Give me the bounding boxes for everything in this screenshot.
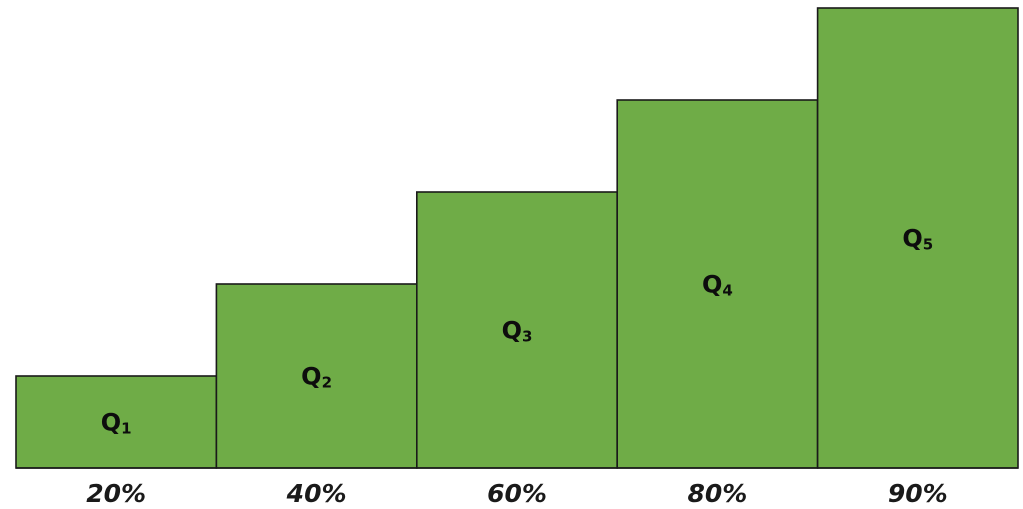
x-tick-label-4: 80% <box>687 479 747 508</box>
bar-label-5: Q5 <box>902 224 933 253</box>
bar-label-subscript: 5 <box>923 235 933 253</box>
bar-label-main: Q <box>902 224 922 252</box>
bar-3 <box>415 191 618 469</box>
x-axis-tick-labels: 20% 40% 60% 80% 90% <box>86 479 947 508</box>
bar-label-4: Q4 <box>702 270 733 299</box>
bar-label-subscript: 3 <box>522 327 532 345</box>
bar-2 <box>215 283 418 469</box>
bar-1 <box>15 375 218 469</box>
x-tick-label-1: 20% <box>86 479 146 508</box>
bar-label-main: Q <box>301 362 321 390</box>
bar-label-subscript: 2 <box>322 373 332 391</box>
bar-label-1: Q1 <box>101 408 132 437</box>
bar-4 <box>616 99 819 469</box>
bar-label-main: Q <box>502 316 522 344</box>
x-tick-label-5: 90% <box>888 479 948 508</box>
bar-label-subscript: 1 <box>121 419 131 437</box>
x-tick-label-2: 40% <box>286 479 347 508</box>
bar-label-3: Q3 <box>502 316 533 345</box>
bar-label-2: Q2 <box>301 362 332 391</box>
x-tick-label-3: 60% <box>487 479 547 508</box>
bar-label-main: Q <box>101 408 121 436</box>
bar-label-subscript: 4 <box>722 281 732 299</box>
bar-label-main: Q <box>702 270 722 298</box>
bar-5 <box>816 7 1019 469</box>
